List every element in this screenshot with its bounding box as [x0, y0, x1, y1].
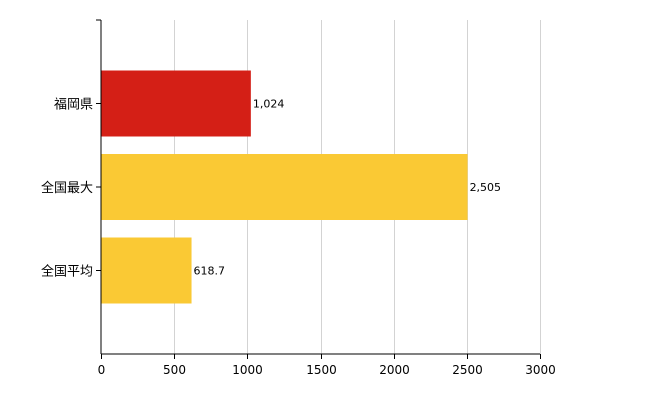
- x-tick-label: 0: [98, 363, 106, 377]
- x-axis-ticks: 0 500 1000 1500 2000 2500 3000: [96, 103, 556, 377]
- x-tick-label: 500: [163, 363, 186, 377]
- x-tick-label: 2000: [379, 363, 410, 377]
- category-label: 全国平均: [41, 264, 93, 280]
- data-label: 2,505: [470, 181, 502, 194]
- x-tick-label: 2500: [452, 363, 483, 377]
- data-label: 1,024: [253, 98, 285, 111]
- bar-3: [101, 237, 192, 304]
- x-tick-label: 1500: [306, 363, 337, 377]
- bars: [101, 70, 468, 304]
- category-label: 福岡県: [54, 98, 93, 113]
- bar-2: [101, 154, 468, 220]
- x-tick-label: 3000: [525, 363, 556, 377]
- data-label: 618.7: [194, 265, 226, 278]
- labels: 福岡県 1,024 全国最大 2,505 全国平均 618.7: [41, 98, 501, 280]
- category-label: 全国最大: [41, 180, 93, 196]
- bar-1: [101, 70, 251, 137]
- x-tick-label: 1000: [232, 363, 263, 377]
